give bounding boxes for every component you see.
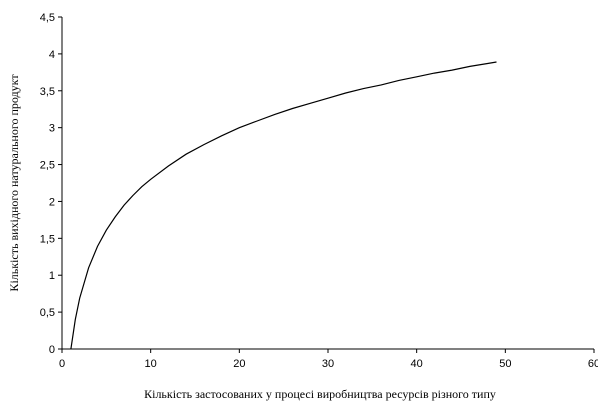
y-tick-label: 3 xyxy=(49,123,55,135)
x-tick-label: 10 xyxy=(145,358,157,370)
y-tick-label: 3,5 xyxy=(40,86,55,98)
y-tick-label: 1,5 xyxy=(40,233,55,245)
y-tick-label: 4,5 xyxy=(40,12,55,24)
x-ticks: 0 10 20 30 40 50 60 xyxy=(59,349,598,370)
x-tick-label: 40 xyxy=(411,358,423,370)
x-tick-label: 60 xyxy=(588,358,598,370)
y-tick-label: 0,5 xyxy=(40,307,55,319)
x-axis-title: Кількість застосованих у процесі виробни… xyxy=(144,387,496,401)
x-tick-label: 30 xyxy=(322,358,334,370)
series-group xyxy=(70,61,497,350)
y-tick-label: 2,5 xyxy=(40,160,55,172)
axes xyxy=(61,17,594,350)
y-tick-label: 2 xyxy=(49,196,55,208)
x-tick-label: 0 xyxy=(59,358,65,370)
x-tick-label: 20 xyxy=(233,358,245,370)
y-ticks: 0 0,5 1 1,5 2 2,5 3 3,5 4 4,5 xyxy=(40,12,62,356)
x-tick-label: 50 xyxy=(499,358,511,370)
y-tick-label: 0 xyxy=(49,344,55,356)
series-line-0 xyxy=(70,61,497,350)
y-tick-label: 1 xyxy=(49,270,55,282)
y-tick-label: 4 xyxy=(49,49,55,61)
y-axis-title: Кількість вихідного натурального продукт xyxy=(7,74,21,292)
